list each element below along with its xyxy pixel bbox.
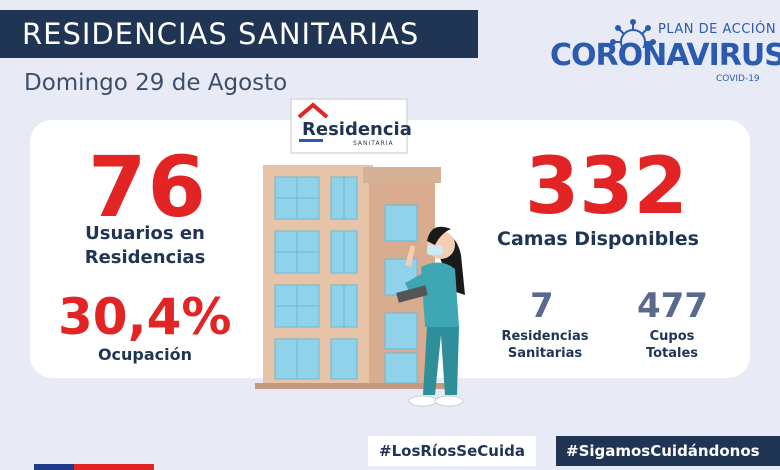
residencias-label-line2: Sanitarias	[507, 346, 583, 361]
cupos-value: 477	[637, 286, 708, 326]
residencias-label: Residencias Sanitarias	[495, 328, 595, 362]
residencia-sign: Residencia SANITARIA	[290, 98, 412, 154]
page-title: RESIDENCIAS SANITARIAS	[22, 17, 420, 51]
report-date: Domingo 29 de Agosto	[24, 70, 288, 96]
logo-name: CORONAVIRUS	[550, 38, 780, 73]
camas-label: Camas Disponibles	[497, 228, 699, 250]
ocupacion-value: 30,4%	[58, 288, 232, 346]
nurse-figure	[396, 226, 465, 407]
sign-sub-text: SANITARIA	[353, 140, 394, 147]
logo-plan-text: PLAN DE ACCIÓN	[658, 22, 777, 37]
residencias-value: 7	[530, 286, 554, 326]
camas-value: 332	[525, 142, 688, 232]
coronavirus-logo: PLAN DE ACCIÓN CORONAVIRUS COVID-19	[550, 10, 780, 84]
flag-stripe	[34, 464, 154, 470]
ocupacion-label: Ocupación	[97, 345, 193, 364]
logo-sub: COVID-19	[716, 74, 760, 84]
cupos-label-line2: Totales	[645, 346, 699, 361]
virus-icon	[610, 19, 656, 48]
cupos-label: Cupos Totales	[622, 328, 722, 362]
usuarios-label-line1: Usuarios en	[85, 223, 205, 244]
usuarios-label: Usuarios en Residencias	[70, 222, 220, 270]
cupos-label-line1: Cupos	[649, 329, 695, 344]
title-banner: RESIDENCIAS SANITARIAS	[0, 10, 478, 58]
building	[255, 165, 445, 389]
building-nurse-illustration: Residencia SANITARIA	[255, 98, 465, 407]
hashtag-sigamos: #SigamosCuidándonos	[556, 436, 780, 466]
hashtag-los-rios: #LosRíosSeCuida	[368, 436, 536, 466]
usuarios-label-line2: Residencias	[84, 247, 206, 268]
usuarios-value: 76	[88, 138, 207, 236]
residencias-label-line1: Residencias	[501, 329, 589, 344]
sign-main-text: Residencia	[302, 119, 412, 140]
